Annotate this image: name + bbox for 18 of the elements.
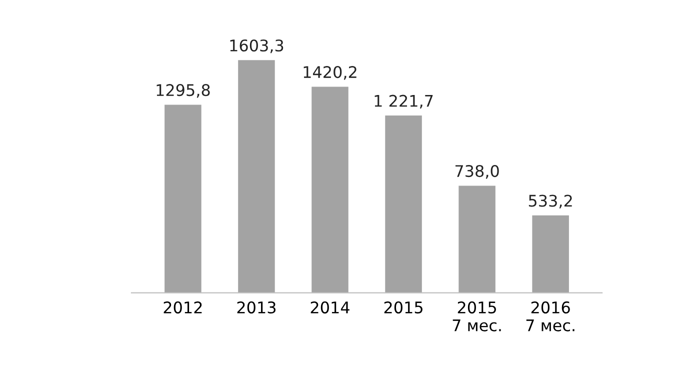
x-tick-label: 2012 <box>164 301 202 314</box>
x-tick-label: 2016 7 мес. <box>526 301 574 332</box>
bar <box>385 116 422 293</box>
data-label: 1420,2 <box>304 66 356 80</box>
x-tick-label: 2014 <box>310 301 350 314</box>
bar <box>164 104 202 293</box>
x-tick-label: 2015 7 мес. <box>452 301 501 332</box>
data-label: 1295,8 <box>156 84 210 98</box>
x-tick-label: 2015 <box>384 301 422 314</box>
data-label: 738,0 <box>455 164 499 179</box>
data-label: 1603,3 <box>230 39 284 54</box>
bar <box>458 186 496 293</box>
x-tick-label: 2013 <box>237 301 276 314</box>
bar <box>312 86 348 293</box>
data-label: 533,2 <box>528 194 572 208</box>
bar <box>238 60 275 293</box>
bar <box>532 215 569 293</box>
data-label: 1 221,7 <box>374 94 433 109</box>
